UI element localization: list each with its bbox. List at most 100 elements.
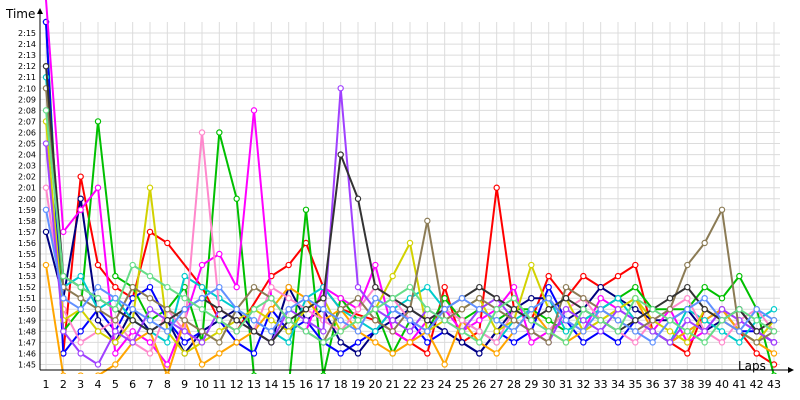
data-point xyxy=(406,328,414,335)
y-tick-label: 1:50 xyxy=(18,305,36,314)
data-point xyxy=(94,361,102,368)
data-point xyxy=(528,317,535,324)
data-point xyxy=(77,306,84,313)
data-point xyxy=(181,339,188,346)
data-point xyxy=(528,306,535,313)
x-tick-label: 13 xyxy=(247,378,261,391)
data-point xyxy=(60,350,67,357)
data-point xyxy=(198,261,206,269)
data-point xyxy=(372,339,379,346)
data-point xyxy=(580,328,587,335)
data-point xyxy=(181,306,188,313)
data-point xyxy=(164,328,171,335)
data-point xyxy=(112,328,119,335)
data-point xyxy=(406,239,414,247)
data-point xyxy=(406,317,414,324)
y-tick-label: 2:15 xyxy=(18,29,36,38)
data-point xyxy=(164,372,171,374)
data-point xyxy=(77,195,84,202)
data-point xyxy=(458,317,466,324)
data-point xyxy=(666,306,674,313)
data-point xyxy=(181,328,188,335)
data-point xyxy=(42,62,50,70)
x-tick-label: 5 xyxy=(112,378,119,391)
data-point xyxy=(701,306,708,313)
data-point xyxy=(753,317,760,324)
data-point xyxy=(545,328,552,335)
data-point xyxy=(181,272,188,280)
data-point xyxy=(684,350,691,357)
data-point xyxy=(389,317,396,324)
y-tick-label: 1:51 xyxy=(18,294,36,303)
data-point xyxy=(94,328,102,335)
data-point xyxy=(441,283,448,291)
x-tick-label: 10 xyxy=(195,378,209,391)
y-tick-label: 1:45 xyxy=(18,360,36,369)
data-point xyxy=(372,328,379,335)
data-point xyxy=(233,317,240,324)
data-point xyxy=(94,261,102,269)
data-point xyxy=(337,350,344,357)
x-tick-label: 12 xyxy=(230,378,244,391)
data-point xyxy=(389,306,396,313)
x-tick-label: 40 xyxy=(715,378,729,391)
data-point xyxy=(198,283,206,291)
data-point xyxy=(112,361,119,368)
x-tick-label: 14 xyxy=(264,378,278,391)
data-point xyxy=(510,317,518,324)
data-point xyxy=(770,317,778,324)
data-point xyxy=(632,294,639,302)
data-point xyxy=(389,272,396,280)
data-point xyxy=(389,294,396,302)
data-point xyxy=(441,328,448,335)
axes xyxy=(37,8,794,373)
data-point xyxy=(424,217,431,225)
series-14 xyxy=(42,107,778,346)
x-tick-label: 42 xyxy=(750,378,764,391)
tick-labels: 1:45 1:46 1:47 1:48 1:49 1:50 1:51 1:52 1:53 1:54… xyxy=(18,29,781,391)
data-point xyxy=(94,294,102,302)
data-point xyxy=(216,339,223,346)
data-point xyxy=(94,306,102,313)
y-tick-label: 2:10 xyxy=(18,84,36,93)
data-point xyxy=(770,306,778,313)
data-point xyxy=(164,239,171,247)
data-point xyxy=(77,328,84,335)
data-point xyxy=(597,306,604,313)
data-point xyxy=(736,339,743,346)
data-point xyxy=(684,306,691,313)
x-tick-label: 36 xyxy=(646,378,660,391)
data-point xyxy=(476,283,483,291)
x-tick-label: 25 xyxy=(455,378,469,391)
data-point xyxy=(406,306,414,313)
data-point xyxy=(476,350,483,357)
data-point xyxy=(372,317,379,324)
data-point xyxy=(510,294,518,302)
data-point xyxy=(510,339,518,346)
data-point xyxy=(354,317,362,324)
data-point xyxy=(476,339,483,346)
data-point xyxy=(77,283,84,291)
data-point xyxy=(146,328,154,335)
data-point xyxy=(441,294,448,302)
data-point xyxy=(112,294,119,302)
data-point xyxy=(320,328,327,335)
x-tick-label: 43 xyxy=(767,378,781,391)
data-point xyxy=(649,339,656,346)
data-point xyxy=(389,328,396,335)
data-point xyxy=(216,306,223,313)
data-point xyxy=(198,339,206,346)
x-tick-label: 18 xyxy=(334,378,348,391)
data-point xyxy=(146,272,154,280)
data-point xyxy=(129,317,136,324)
data-point xyxy=(580,317,587,324)
data-point xyxy=(562,317,570,324)
y-tick-label: 2:13 xyxy=(18,51,36,60)
data-point xyxy=(164,306,171,313)
data-point xyxy=(302,328,310,335)
data-point xyxy=(216,250,223,258)
data-point xyxy=(406,283,414,291)
data-point xyxy=(424,328,431,335)
data-point xyxy=(528,328,535,335)
x-tick-label: 38 xyxy=(680,378,694,391)
